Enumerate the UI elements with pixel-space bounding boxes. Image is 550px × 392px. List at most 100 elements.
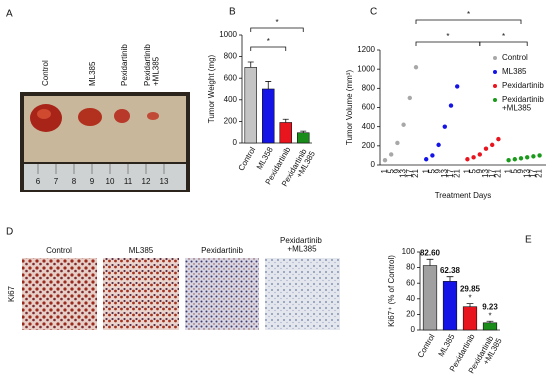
y-tick-label: 1200 (357, 45, 375, 54)
y-tick-label: 0 (371, 160, 376, 169)
error-bar (265, 81, 272, 89)
histology-image (103, 258, 179, 330)
data-point (477, 152, 482, 157)
legend-label: Control (502, 53, 528, 62)
y-tick-label: 800 (224, 52, 238, 61)
error-bar (300, 130, 307, 133)
significance-star: * (488, 311, 491, 320)
legend-label: Pexidartinib (502, 81, 544, 90)
error-bar (446, 276, 454, 282)
y-tick-label: 0 (411, 325, 416, 334)
data-point (483, 146, 489, 151)
bar (462, 306, 478, 331)
value-label: 82.60 (420, 248, 441, 257)
ruler-number: 11 (124, 177, 133, 186)
x-tick-label: 13 (522, 168, 531, 177)
x-tick-label: 17 (405, 168, 414, 177)
stain-label: Ki67 (7, 285, 16, 302)
data-point (424, 157, 429, 162)
x-tick-label: 9 (393, 168, 402, 173)
error-bar (247, 61, 254, 68)
x-axis-label: Treatment Days (435, 191, 492, 200)
significance-star: * (468, 294, 471, 303)
y-tick-label: 20 (406, 310, 415, 319)
x-tick-label: 17 (487, 168, 496, 177)
x-tick-label: 21 (535, 168, 544, 177)
data-point (442, 124, 447, 129)
y-tick-label: 1000 (357, 64, 375, 73)
y-axis-label: Ki67⁺ (% of Control) (387, 255, 396, 327)
photo-label: Control (41, 60, 50, 86)
x-tick-label: 1 (421, 168, 430, 173)
bar (296, 132, 310, 144)
image-label: Pexidartinib +ML385 (280, 236, 324, 253)
data-point (413, 65, 419, 70)
panel-letter: E (525, 235, 532, 246)
significance-star: * (275, 18, 278, 27)
x-tick-label: 13 (440, 168, 449, 177)
data-point (430, 153, 435, 158)
x-tick-label: 1 (504, 168, 513, 173)
legend-marker (493, 70, 497, 74)
data-point (531, 154, 536, 159)
x-tick-label: 17 (446, 168, 455, 177)
data-point (401, 122, 406, 127)
data-point (382, 158, 388, 163)
ruler (24, 164, 186, 190)
value-label: 62.38 (440, 266, 461, 275)
tumor (114, 109, 130, 123)
significance-star: * (446, 32, 449, 41)
bar (261, 88, 275, 144)
x-tick-label: 9 (516, 168, 525, 173)
legend-marker (493, 84, 497, 88)
legend-marker (493, 56, 497, 60)
tumor (147, 112, 159, 120)
y-tick-label: 80 (406, 263, 415, 272)
histology-image (265, 258, 340, 330)
data-point (448, 103, 454, 108)
significance-bracket (415, 19, 522, 24)
y-tick-label: 400 (224, 95, 238, 104)
x-tick-label: 17 (529, 168, 538, 177)
x-tick-label: 13 (399, 168, 408, 177)
y-tick-label: 200 (224, 117, 238, 126)
data-point (471, 155, 476, 160)
value-label: 29.85 (460, 285, 481, 294)
x-tick-label: 21 (494, 168, 503, 177)
bar (244, 67, 258, 144)
error-bar (486, 320, 494, 323)
histology-image (22, 258, 97, 330)
x-tick-label: 1 (463, 168, 472, 173)
image-label: Pexidartinib (201, 246, 243, 255)
y-tick-label: 1000 (219, 30, 237, 39)
image-label: ML385 (129, 246, 154, 255)
error-bar (466, 303, 474, 307)
legend-marker (493, 98, 497, 102)
ruler-number: 6 (36, 177, 41, 186)
y-tick-label: 400 (362, 122, 376, 131)
bar (482, 322, 498, 331)
legend-label: ML385 (502, 67, 527, 76)
photo-label: Pexidartinib +ML385 (143, 42, 160, 86)
significance-star: * (502, 32, 505, 41)
y-tick-label: 200 (362, 141, 376, 150)
y-axis-label: Tumor Volume (mm³) (345, 70, 354, 146)
data-point (455, 84, 460, 89)
error-bar (426, 258, 434, 266)
x-tick-label: 1 (380, 168, 389, 173)
significance-bracket (479, 41, 528, 46)
x-tick-label: 5 (469, 168, 478, 173)
significance-bracket (250, 27, 304, 32)
data-point (389, 152, 394, 157)
x-tick-label: 5 (510, 168, 519, 173)
data-point (490, 142, 495, 148)
tumor-highlight (37, 109, 51, 119)
data-point (506, 158, 511, 163)
ruler-number: 9 (90, 177, 95, 186)
x-tick-label: 9 (434, 168, 443, 173)
y-tick-label: 40 (406, 294, 415, 303)
y-tick-label: 600 (362, 103, 376, 112)
significance-star: * (467, 10, 470, 19)
ruler-number: 10 (106, 177, 115, 186)
